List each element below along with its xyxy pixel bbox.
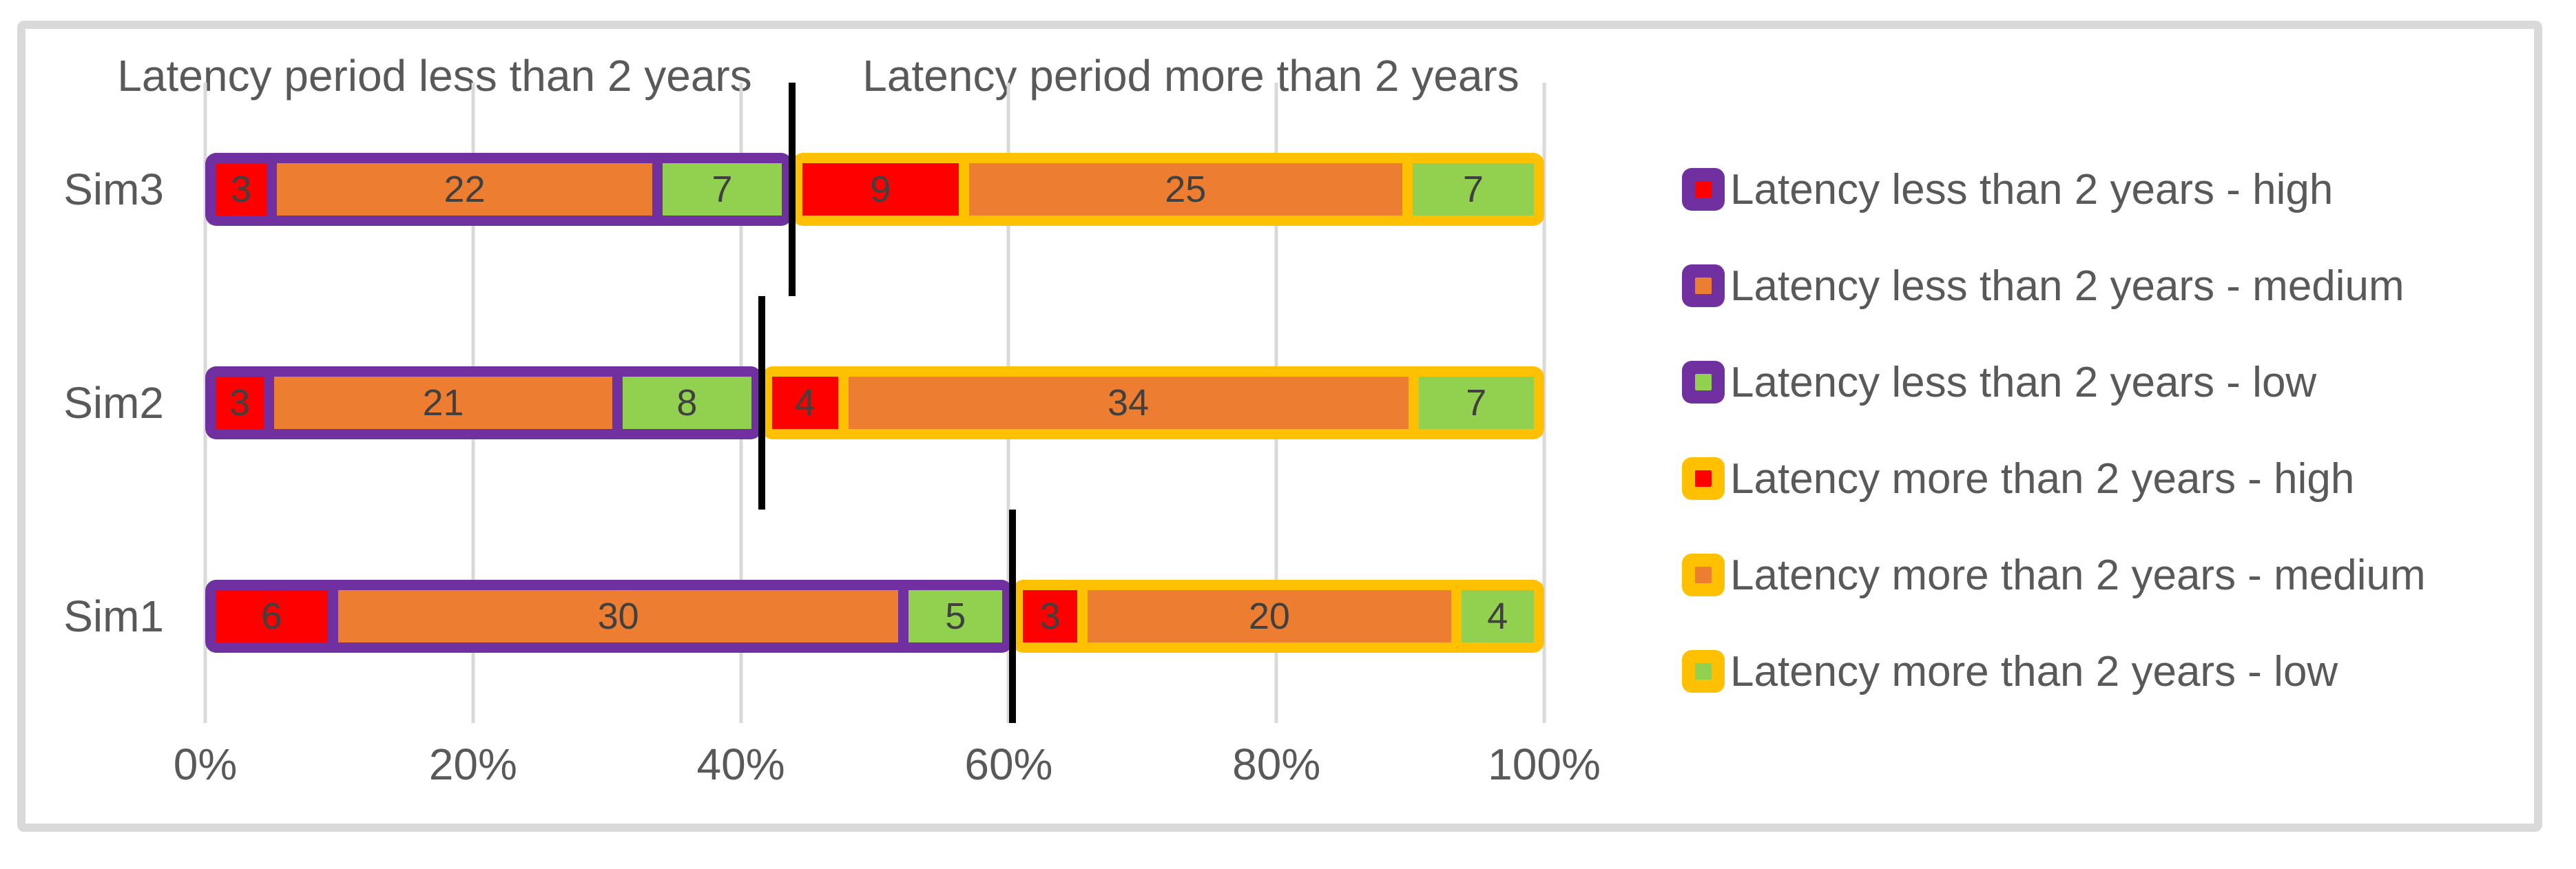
segment-value-label: 8 [676,382,698,423]
group-divider-line [758,296,765,510]
x-tick-label: 60% [964,740,1053,789]
segment-value-label: 25 [1165,169,1207,210]
legend-item: Latency less than 2 years - low [1682,334,2426,430]
legend-label: Latency more than 2 years - high [1730,454,2355,503]
legend-marker-fill [1695,181,1712,198]
bar-rows: 3 22 7 9 25 7 3 21 8 4 34 7 6 30 5 3 20 4 [205,83,1544,723]
bar-segment: 9 [802,163,959,216]
bar-segment: 30 [337,590,899,642]
x-tick-label: 20% [428,740,517,789]
segment-value-label: 7 [1466,382,1487,423]
bar-segment: 4 [771,377,838,429]
group-divider-line [1009,510,1017,723]
bar-row-sim2: 3 21 8 4 34 7 [205,296,1544,510]
x-tick-label: 100% [1488,740,1601,789]
stacked-bar: 3 22 7 9 25 7 [205,153,1544,226]
bar-group-less-than-2y: 3 22 7 [205,153,793,226]
legend: Latency less than 2 years - high Latency … [1682,141,2426,720]
x-tick-label: 80% [1232,740,1321,789]
bar-segment: 20 [1088,590,1451,642]
bar-segment: 21 [274,377,612,429]
bar-segment: 22 [277,163,652,216]
bar-segment: 34 [848,377,1409,429]
bar-row-sim3: 3 22 7 9 25 7 [205,83,1544,296]
bar-segment: 8 [622,377,751,429]
bar-segment: 6 [216,590,328,642]
bar-segment: 7 [1412,163,1534,216]
x-tick-label: 0% [173,740,238,789]
legend-marker-icon [1682,168,1725,211]
segment-value-label: 4 [794,382,816,423]
bar-segment: 7 [1418,377,1534,429]
legend-marker-icon [1682,457,1725,500]
chart-title-right: Latency period more than 2 years [862,51,1519,101]
legend-item: Latency more than 2 years - medium [1682,527,2426,623]
legend-marker-fill [1695,663,1712,680]
segment-value-label: 5 [945,596,966,637]
segment-value-label: 6 [261,596,282,637]
plot-area: 3 22 7 9 25 7 3 21 8 4 34 7 6 30 5 3 20 4 [203,83,1546,723]
bar-group-more-than-2y: 9 25 7 [792,153,1544,226]
bar-group-more-than-2y: 4 34 7 [761,366,1544,439]
gridline-100 [1542,83,1546,723]
legend-marker-fill [1695,278,1712,294]
bar-segment: 3 [216,377,264,429]
bar-group-less-than-2y: 6 30 5 [205,580,1013,653]
bar-group-more-than-2y: 3 20 4 [1012,580,1544,653]
legend-label: Latency more than 2 years - medium [1730,551,2426,599]
legend-item: Latency more than 2 years - low [1682,623,2426,720]
bar-segment: 5 [908,590,1003,642]
category-label-sim1: Sim1 [63,591,164,641]
segment-value-label: 22 [444,169,486,210]
legend-item: Latency less than 2 years - high [1682,141,2426,238]
category-label-sim3: Sim3 [63,165,164,214]
x-axis: 0% 20% 40% 60% 80% 100% [174,737,1601,792]
bar-segment: 7 [662,163,782,216]
figure-frame [17,21,2542,832]
legend-marker-icon [1682,554,1725,596]
stacked-bar: 3 21 8 4 34 7 [205,366,1544,439]
legend-label: Latency less than 2 years - medium [1730,262,2404,310]
legend-marker-icon [1682,361,1725,404]
bar-row-sim1: 6 30 5 3 20 4 [205,510,1544,723]
segment-value-label: 30 [597,596,639,637]
legend-label: Latency more than 2 years - low [1730,647,2338,695]
legend-label: Latency less than 2 years - low [1730,358,2317,406]
bar-group-less-than-2y: 3 21 8 [205,366,762,439]
bar-segment: 4 [1461,590,1534,642]
legend-marker-icon [1682,650,1725,693]
group-divider-line [789,83,796,296]
x-tick-label: 40% [696,740,785,789]
legend-marker-fill [1695,470,1712,487]
segment-value-label: 7 [1462,169,1484,210]
chart-title-left: Latency period less than 2 years [117,51,752,101]
legend-item: Latency more than 2 years - high [1682,430,2426,527]
stacked-bar: 6 30 5 3 20 4 [205,580,1544,653]
legend-item: Latency less than 2 years - medium [1682,238,2426,334]
legend-marker-icon [1682,264,1725,307]
legend-label: Latency less than 2 years - high [1730,165,2334,213]
segment-value-label: 34 [1108,382,1150,423]
legend-marker-fill [1695,567,1712,583]
segment-value-label: 3 [231,169,252,210]
segment-value-label: 9 [870,169,891,210]
segment-value-label: 4 [1487,596,1508,637]
segment-value-label: 20 [1248,596,1290,637]
segment-value-label: 3 [229,382,251,423]
category-label-sim2: Sim2 [63,378,164,428]
bar-segment: 3 [216,163,267,216]
segment-value-label: 3 [1039,596,1061,637]
bar-segment: 3 [1023,590,1078,642]
bar-segment: 25 [968,163,1402,216]
segment-value-label: 21 [422,382,464,423]
segment-value-label: 7 [711,169,733,210]
legend-marker-fill [1695,374,1712,390]
